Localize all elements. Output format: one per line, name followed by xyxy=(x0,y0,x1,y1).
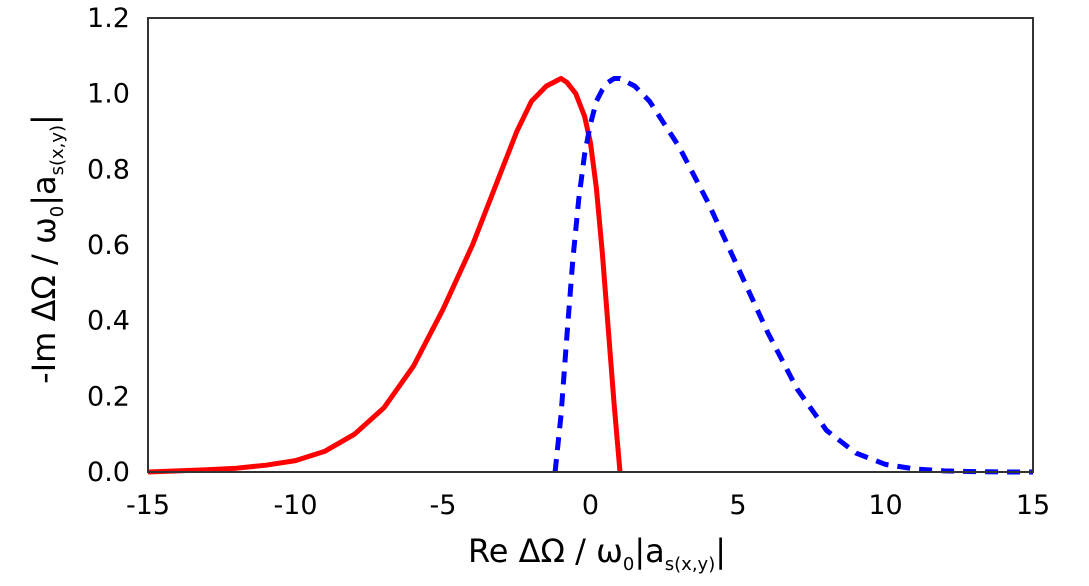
y-tick-label: 1.2 xyxy=(87,3,130,34)
x-tick-label: -10 xyxy=(273,490,317,521)
y-tick-label: 0.6 xyxy=(87,230,130,261)
x-tick-label: 15 xyxy=(1016,490,1050,521)
y-axis-label: -Im ΔΩ / ω0|as(x,y)| xyxy=(25,114,68,384)
series-line-1 xyxy=(147,76,623,475)
y-tick-label: 0.4 xyxy=(87,306,130,337)
x-tick-label: -5 xyxy=(430,490,457,521)
series-line-2 xyxy=(552,76,1033,475)
y-tick-label: 0.0 xyxy=(87,457,130,488)
x-tick-label: 10 xyxy=(868,490,902,521)
x-tick-label: 0 xyxy=(582,490,599,521)
y-tick-label: 1.0 xyxy=(87,79,130,110)
x-tick-label: 5 xyxy=(729,490,746,521)
ticks-layer: -15 -10 -5 0 5 10 15 0.0 0.2 0.4 0.6 0.8 1.0 1.2 xyxy=(87,3,1050,521)
x-axis-label: Re ΔΩ / ω0|as(x,y)| xyxy=(468,532,726,575)
series-layer xyxy=(147,76,1033,475)
plot-area-frame xyxy=(147,17,1034,473)
y-tick-label: 0.2 xyxy=(87,381,130,412)
y-tick-label: 0.8 xyxy=(87,154,130,185)
x-tick-label: -15 xyxy=(126,490,170,521)
